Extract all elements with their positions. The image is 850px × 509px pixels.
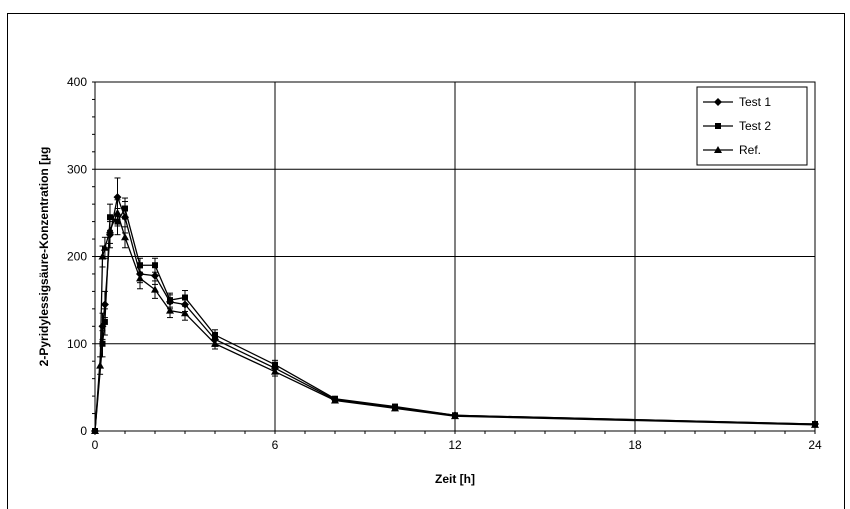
y-tick-label: 0 bbox=[80, 424, 87, 438]
data-point bbox=[91, 427, 99, 434]
data-point bbox=[122, 205, 128, 212]
y-tick-label: 400 bbox=[67, 75, 87, 89]
data-point bbox=[99, 340, 106, 347]
series-layer bbox=[91, 177, 819, 435]
series-line bbox=[94, 206, 816, 432]
legend-marker bbox=[714, 98, 722, 106]
data-point bbox=[331, 396, 339, 404]
data-point bbox=[136, 274, 144, 282]
x-tick-label: 12 bbox=[448, 438, 462, 452]
data-point bbox=[100, 243, 109, 251]
data-point bbox=[451, 412, 459, 420]
data-point bbox=[182, 294, 188, 301]
data-point bbox=[212, 332, 218, 339]
data-point bbox=[271, 367, 279, 375]
y-axis-label: 2-Pyridylessigsäure-Konzentration [µg bbox=[37, 147, 51, 367]
data-point bbox=[167, 297, 173, 304]
data-point bbox=[121, 233, 129, 241]
legend-marker bbox=[714, 146, 722, 153]
data-point bbox=[113, 208, 122, 216]
x-tick-label: 18 bbox=[628, 438, 642, 452]
data-point bbox=[137, 262, 143, 269]
y-tick-label: 100 bbox=[67, 337, 87, 351]
data-point bbox=[101, 318, 108, 325]
series-triangle bbox=[91, 199, 819, 434]
data-point bbox=[151, 271, 159, 280]
data-point bbox=[106, 226, 114, 234]
y-tick-label: 200 bbox=[67, 250, 87, 264]
data-point bbox=[152, 262, 158, 269]
data-point bbox=[272, 361, 278, 368]
legend: Test 1 Test 2 Ref. bbox=[696, 86, 808, 166]
data-point bbox=[96, 361, 105, 369]
x-tick-label: 24 bbox=[808, 438, 822, 452]
data-point bbox=[811, 420, 819, 428]
data-point bbox=[166, 306, 174, 314]
data-point bbox=[181, 309, 189, 317]
chart-frame bbox=[7, 13, 845, 509]
axes: 0 6 12 18 24 0 100 200 300 400 bbox=[67, 75, 822, 452]
legend-label: Test 2 bbox=[739, 119, 771, 133]
data-point bbox=[211, 339, 219, 347]
data-point bbox=[113, 193, 122, 202]
legend-label: Test 1 bbox=[739, 95, 771, 109]
y-tick-label: 300 bbox=[67, 162, 87, 176]
x-tick-label: 0 bbox=[92, 438, 99, 452]
legend-marker bbox=[715, 123, 721, 129]
x-axis-label: Zeit [h] bbox=[435, 472, 475, 486]
data-point bbox=[391, 404, 399, 412]
legend-label: Ref. bbox=[739, 143, 761, 157]
data-point bbox=[151, 285, 159, 293]
data-point bbox=[100, 300, 109, 309]
x-tick-label: 6 bbox=[272, 438, 279, 452]
